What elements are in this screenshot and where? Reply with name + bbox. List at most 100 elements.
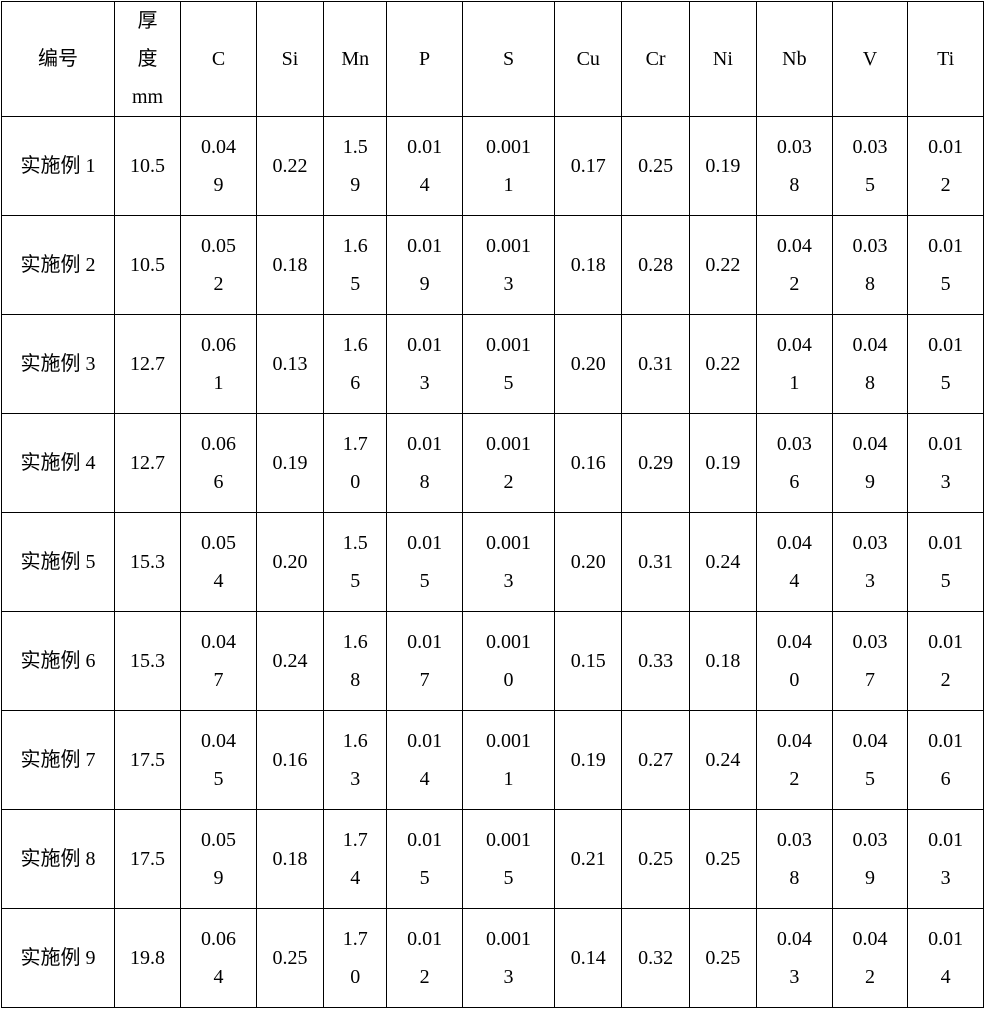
- table-cell: 0.012: [387, 909, 463, 1008]
- table-cell: 0.25: [622, 117, 689, 216]
- table-cell: 0.043: [757, 909, 833, 1008]
- table-cell: 0.25: [689, 909, 756, 1008]
- table-cell: 实施例 8: [2, 810, 115, 909]
- col-header-ni: Ni: [689, 2, 756, 117]
- table-cell: 0.042: [757, 711, 833, 810]
- table-cell: 0.017: [387, 612, 463, 711]
- table-cell: 0.31: [622, 315, 689, 414]
- table-cell: 17.5: [114, 711, 180, 810]
- table-cell: 实施例 3: [2, 315, 115, 414]
- table-cell: 实施例 7: [2, 711, 115, 810]
- table-cell: 0.19: [689, 117, 756, 216]
- table-cell: 0.013: [908, 414, 984, 513]
- table-cell: 0.29: [622, 414, 689, 513]
- table-cell: 0.048: [832, 315, 908, 414]
- table-cell: 0.19: [555, 711, 622, 810]
- table-cell: 0.012: [908, 117, 984, 216]
- table-cell: 0.045: [181, 711, 257, 810]
- table-row: 实施例 312.70.0610.131.660.0130.00150.200.3…: [2, 315, 984, 414]
- table-cell: 0.040: [757, 612, 833, 711]
- table-cell: 1.70: [324, 909, 387, 1008]
- table-cell: 1.65: [324, 216, 387, 315]
- col-header-id: 编号: [2, 2, 115, 117]
- table-cell: 0.20: [555, 513, 622, 612]
- table-row: 实施例 615.30.0470.241.680.0170.00100.150.3…: [2, 612, 984, 711]
- table-cell: 1.70: [324, 414, 387, 513]
- table-cell: 0.25: [622, 810, 689, 909]
- table-cell: 0.014: [387, 117, 463, 216]
- table-cell: 0.052: [181, 216, 257, 315]
- header-row: 编号 厚度mm C Si Mn P S Cu Cr Ni Nb V Ti: [2, 2, 984, 117]
- table-cell: 0.24: [689, 513, 756, 612]
- table-cell: 0.15: [555, 612, 622, 711]
- col-header-s: S: [462, 2, 554, 117]
- table-cell: 0.036: [757, 414, 833, 513]
- table-cell: 0.059: [181, 810, 257, 909]
- col-header-si: Si: [256, 2, 323, 117]
- table-cell: 0.0013: [462, 513, 554, 612]
- table-cell: 0.21: [555, 810, 622, 909]
- table-cell: 0.17: [555, 117, 622, 216]
- table-cell: 0.0010: [462, 612, 554, 711]
- table-cell: 0.22: [689, 315, 756, 414]
- table-cell: 12.7: [114, 414, 180, 513]
- col-header-c: C: [181, 2, 257, 117]
- table-cell: 0.0015: [462, 810, 554, 909]
- table-cell: 1.63: [324, 711, 387, 810]
- table-cell: 15.3: [114, 612, 180, 711]
- table-cell: 0.33: [622, 612, 689, 711]
- table-cell: 0.0011: [462, 117, 554, 216]
- table-cell: 0.18: [555, 216, 622, 315]
- table-cell: 0.054: [181, 513, 257, 612]
- table-cell: 10.5: [114, 117, 180, 216]
- table-cell: 0.014: [908, 909, 984, 1008]
- table-cell: 0.32: [622, 909, 689, 1008]
- table-cell: 0.015: [387, 810, 463, 909]
- table-cell: 0.22: [256, 117, 323, 216]
- table-cell: 0.014: [387, 711, 463, 810]
- table-cell: 实施例 6: [2, 612, 115, 711]
- table-cell: 15.3: [114, 513, 180, 612]
- table-cell: 0.19: [689, 414, 756, 513]
- table-cell: 1.74: [324, 810, 387, 909]
- col-header-v: V: [832, 2, 908, 117]
- table-cell: 0.038: [757, 810, 833, 909]
- table-cell: 0.047: [181, 612, 257, 711]
- table-cell: 0.013: [387, 315, 463, 414]
- table-cell: 0.0012: [462, 414, 554, 513]
- table-row: 实施例 817.50.0590.181.740.0150.00150.210.2…: [2, 810, 984, 909]
- table-cell: 0.033: [832, 513, 908, 612]
- table-cell: 0.18: [256, 216, 323, 315]
- table-cell: 1.66: [324, 315, 387, 414]
- table-cell: 实施例 5: [2, 513, 115, 612]
- table-cell: 0.015: [908, 216, 984, 315]
- table-cell: 0.064: [181, 909, 257, 1008]
- table-cell: 0.013: [908, 810, 984, 909]
- table-row: 实施例 412.70.0660.191.700.0180.00120.160.2…: [2, 414, 984, 513]
- table-cell: 17.5: [114, 810, 180, 909]
- table-row: 实施例 210.50.0520.181.650.0190.00130.180.2…: [2, 216, 984, 315]
- composition-table: 编号 厚度mm C Si Mn P S Cu Cr Ni Nb V Ti 实施例…: [1, 1, 984, 1008]
- col-header-cr: Cr: [622, 2, 689, 117]
- table-cell: 0.038: [832, 216, 908, 315]
- table-cell: 0.25: [256, 909, 323, 1008]
- table-cell: 0.22: [689, 216, 756, 315]
- table-cell: 0.037: [832, 612, 908, 711]
- table-cell: 0.24: [256, 612, 323, 711]
- table-row: 实施例 110.50.0490.221.590.0140.00110.170.2…: [2, 117, 984, 216]
- table-cell: 0.25: [689, 810, 756, 909]
- table-cell: 0.045: [832, 711, 908, 810]
- table-cell: 实施例 9: [2, 909, 115, 1008]
- table-cell: 0.18: [256, 810, 323, 909]
- table-cell: 0.041: [757, 315, 833, 414]
- table-cell: 0.13: [256, 315, 323, 414]
- table-cell: 10.5: [114, 216, 180, 315]
- table-cell: 0.066: [181, 414, 257, 513]
- table-body: 实施例 110.50.0490.221.590.0140.00110.170.2…: [2, 117, 984, 1008]
- table-cell: 0.0015: [462, 315, 554, 414]
- table-row: 实施例 717.50.0450.161.630.0140.00110.190.2…: [2, 711, 984, 810]
- table-cell: 1.68: [324, 612, 387, 711]
- table-cell: 0.042: [832, 909, 908, 1008]
- col-header-ti: Ti: [908, 2, 984, 117]
- col-header-thickness: 厚度mm: [114, 2, 180, 117]
